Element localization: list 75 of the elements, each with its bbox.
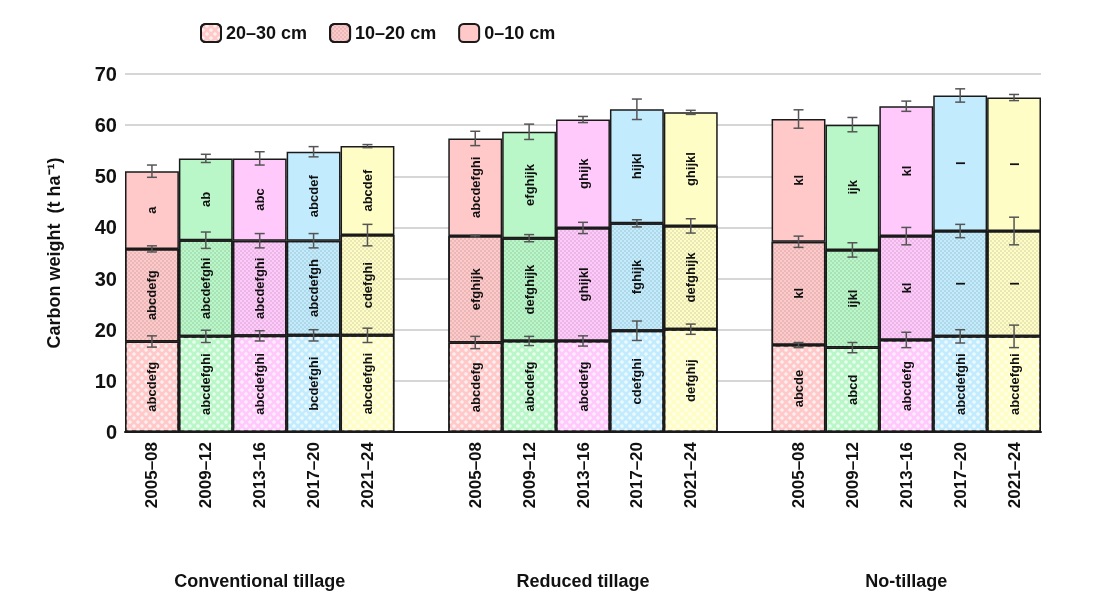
y-tick-label: 50 — [94, 165, 117, 188]
data-label: abcdefghi — [952, 353, 968, 415]
data-label: cdefghi — [359, 262, 375, 309]
y-tick-label: 40 — [94, 216, 117, 239]
x-tick-label: 2021–24 — [1004, 441, 1024, 509]
x-tick-label: 2009–12 — [842, 442, 862, 509]
data-label: abcdefghi — [198, 257, 214, 319]
data-label: ghijkl — [683, 152, 699, 187]
legend-label: 10–20 cm — [355, 23, 437, 43]
data-label: abcde — [791, 369, 807, 408]
data-label: l — [952, 161, 968, 166]
data-label: abcdefghi — [198, 353, 214, 415]
data-label: hijkl — [629, 153, 645, 180]
data-label: abcdefghi — [359, 352, 375, 415]
y-tick-label: 0 — [105, 421, 117, 443]
data-label: abcdefgh — [306, 259, 322, 317]
x-tick-label: 2013–16 — [250, 442, 270, 509]
data-label: abcdef — [306, 174, 322, 218]
data-label: ijkl — [844, 289, 860, 308]
x-tick-label: 2021–24 — [681, 441, 701, 509]
data-label: ijk — [844, 179, 860, 195]
data-label: abcdefg — [521, 361, 537, 412]
data-label: ghijk — [575, 157, 591, 189]
x-tick-label: 2017–20 — [950, 442, 970, 509]
data-label: ab — [198, 191, 214, 207]
data-label: abc — [252, 188, 268, 211]
x-tick-label: 2005–08 — [789, 442, 809, 509]
data-label: kl — [898, 282, 914, 294]
legend-label: 20–30 cm — [226, 23, 308, 43]
x-tick-label: 2005–08 — [465, 442, 485, 509]
data-label: a — [144, 205, 160, 214]
data-label: efghijk — [521, 163, 537, 206]
data-label: abcdefg — [144, 361, 160, 412]
text: Conventional tillage — [174, 571, 346, 591]
x-tick-label: 2013–16 — [896, 442, 916, 509]
data-label: abcd — [844, 374, 860, 405]
y-axis-title: Carbon weight (t ha⁻¹) — [44, 157, 64, 349]
x-tick-label: 2009–12 — [519, 442, 539, 509]
data-label: abcdefghi — [252, 257, 268, 319]
data-label: fghijk — [629, 258, 645, 295]
data-label: kl — [898, 165, 914, 177]
data-label: l — [1006, 281, 1022, 286]
x-tick-label: 2013–16 — [573, 442, 593, 509]
y-tick-label: 70 — [94, 63, 117, 85]
x-tick-label: 2005–08 — [142, 442, 162, 509]
data-label: abcdefghi — [252, 353, 268, 415]
text: Reduced tillage — [516, 571, 650, 591]
data-label: abcdefg — [898, 360, 914, 411]
y-tick-label: 20 — [94, 318, 117, 341]
data-label: l — [952, 281, 968, 286]
y-tick-label: 10 — [94, 369, 117, 392]
data-label: defghijk — [521, 263, 537, 315]
data-label: abcdefghi — [467, 156, 483, 218]
data-label: kl — [791, 287, 807, 299]
data-label: cdefghi — [629, 358, 645, 405]
data-label: abcdefg — [144, 270, 160, 321]
legend-label: 0–10 cm — [484, 23, 556, 43]
data-label: l — [1006, 162, 1022, 167]
data-label: defghijk — [683, 251, 699, 303]
text: No-tillage — [865, 571, 948, 591]
y-tick-label: 30 — [94, 267, 117, 290]
data-label: kl — [791, 174, 807, 186]
data-label: efghijk — [467, 267, 483, 311]
x-tick-label: 2017–20 — [304, 442, 324, 509]
data-label: defghij — [683, 359, 699, 402]
data-label: bcdefghi — [306, 356, 322, 411]
data-label: abcdefg — [575, 361, 591, 412]
data-label: abcdefghi — [1006, 353, 1022, 415]
data-label: ghijkl — [575, 267, 591, 302]
data-label: abcdefg — [467, 362, 483, 413]
x-tick-label: 2009–12 — [196, 442, 216, 509]
x-tick-label: 2021–24 — [357, 441, 377, 509]
data-label: abcdef — [359, 168, 375, 212]
x-tick-label: 2017–20 — [627, 442, 647, 509]
y-tick-label: 60 — [94, 114, 117, 137]
